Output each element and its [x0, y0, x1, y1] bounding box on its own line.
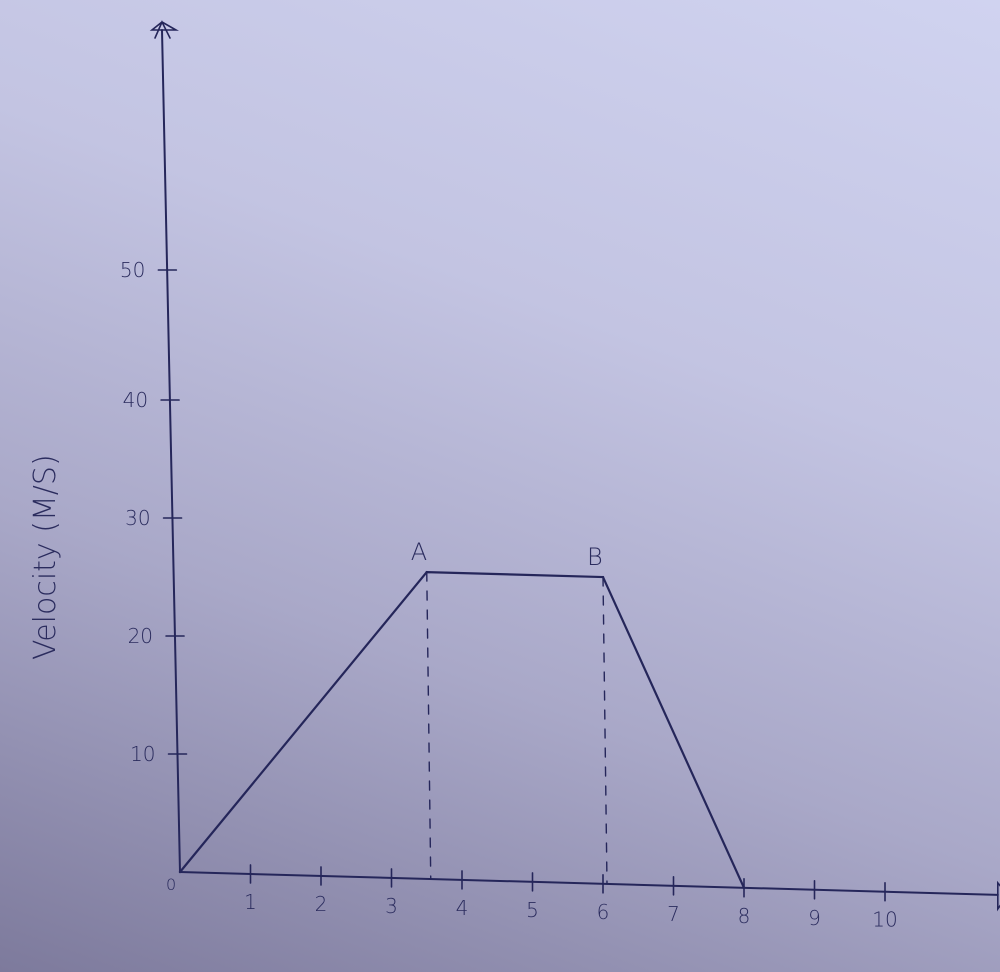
x-tick-label: 4	[456, 896, 469, 920]
x-tick-label: 6	[597, 900, 610, 924]
x-tick-label: 3	[385, 894, 398, 918]
dashed-drop-line	[602, 576, 608, 885]
x-tick-label: 7	[667, 902, 680, 926]
y-tick-label: 50	[120, 258, 145, 282]
data-point	[178, 870, 182, 874]
point-label-a: A	[411, 538, 427, 566]
x-tick-label: 1	[244, 890, 257, 914]
y-tick-label: 20	[128, 624, 153, 648]
data-point	[742, 886, 746, 889]
y-tick-label: 40	[123, 388, 148, 412]
y-axis	[161, 29, 181, 873]
origin-label: 0	[166, 875, 176, 894]
y-axis-label: Velocity (M/S)	[28, 454, 63, 660]
point-label-b: B	[587, 543, 603, 571]
y-tick-label: 30	[125, 506, 150, 530]
x-tick-label: 2	[315, 892, 328, 916]
x-axis-arrow-icon	[997, 880, 1000, 912]
x-tick-label: 8	[738, 904, 751, 928]
axes	[149, 20, 1000, 912]
velocity-line	[178, 571, 746, 889]
dashed-drop-line	[426, 571, 432, 880]
y-axis-arrow-icon	[149, 20, 180, 39]
x-axis	[179, 871, 999, 896]
ticks: 1 2 3 4 5 6 7 8 9 10 10 20 30 40 50	[120, 258, 898, 932]
x-tick-label: 9	[808, 906, 821, 930]
y-tick-label: 10	[130, 742, 155, 766]
x-tick-label: 5	[526, 898, 539, 922]
x-tick-label: 10	[872, 908, 897, 932]
